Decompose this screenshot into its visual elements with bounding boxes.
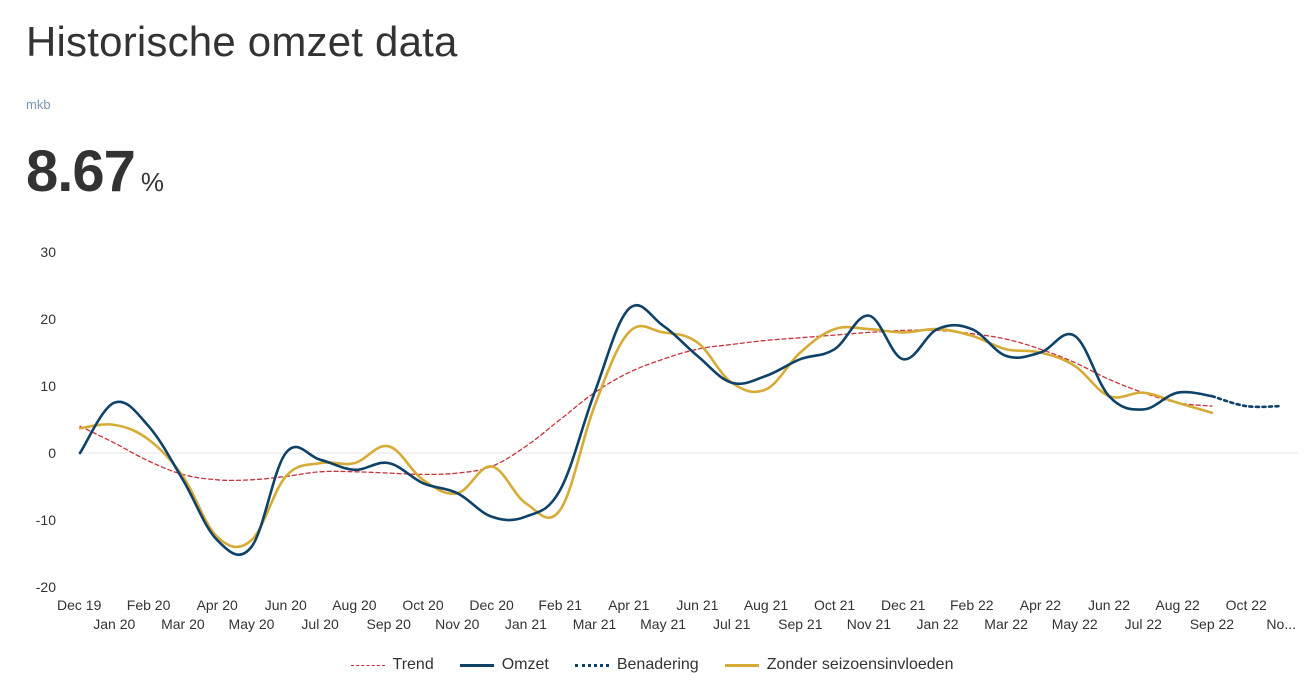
y-tick-label: 30 [40,244,56,260]
x-tick-label: Dec 20 [469,597,514,613]
x-tick-label: Nov 21 [847,616,892,632]
x-tick-label: Jan 21 [505,616,547,632]
chart-subtitle: mkb [26,97,51,112]
legend-item-benadering[interactable]: Benadering [574,656,699,674]
page-title: Historische omzet data [26,18,458,65]
x-tick-label: Sep 22 [1190,616,1235,632]
axis-layer: -20 -10 0 10 20 30 Dec 19 Jan 20 Feb 20 Mar 20 Apr… [36,244,1296,632]
legend-swatch-trend [350,664,385,666]
legend-label-omzet: Omzet [501,656,549,673]
x-tick-label: Dec 21 [881,597,926,613]
x-tick-label: Jul 22 [1125,616,1163,632]
x-tick-label: Aug 22 [1155,597,1200,613]
x-tick-label: Jul 21 [713,616,751,632]
line-chart: -20 -10 0 10 20 30 Dec 19 Jan 20 Feb 20 Mar 20 Apr… [36,244,1298,632]
x-tick-label: Jan 22 [916,616,958,632]
x-tick-label: Aug 20 [332,597,377,613]
x-tick-label: Mar 22 [984,616,1028,632]
legend-label-benadering: Benadering [616,656,699,673]
x-tick-label: Dec 19 [57,597,102,613]
kpi-block: 8.67 % [26,138,164,205]
chart-legend: Trend Omzet Benadering Zonder seizoensin… [0,656,1304,674]
x-tick-label: Jun 22 [1088,597,1130,613]
y-tick-label: 20 [40,311,56,327]
kpi-unit: % [140,167,165,197]
x-tick-label: May 22 [1052,616,1098,632]
x-tick-label: Jun 21 [676,597,718,613]
x-tick-label: Oct 20 [402,597,443,613]
x-tick-label: Apr 22 [1020,597,1061,613]
x-tick-label: Oct 21 [814,597,855,613]
y-tick-label: 10 [40,378,56,394]
x-tick-label: No... [1266,616,1296,632]
x-tick-label: May 21 [640,616,686,632]
legend-item-omzet[interactable]: Omzet [459,656,549,674]
x-tick-label: Feb 22 [950,597,994,613]
y-tick-label: -10 [36,512,56,528]
series-layer [78,303,1282,557]
x-tick-label: Feb 21 [538,597,582,613]
series-line-zonder-seizoensinvloeden[interactable] [78,324,1214,549]
x-tick-label: Nov 20 [435,616,480,632]
kpi-value: 8.67 [26,139,136,204]
x-tick-label: Jul 20 [301,616,339,632]
legend-label-trend: Trend [392,656,434,673]
series-line-omzet[interactable] [78,303,1214,557]
x-tick-label: Jan 20 [93,616,135,632]
y-tick-label: 0 [48,445,56,461]
y-tick-label: -20 [36,579,56,595]
x-tick-label: Feb 20 [127,597,171,613]
x-tick-label: Aug 21 [744,597,789,613]
series-line-benadering[interactable] [1210,394,1282,409]
legend-swatch-omzet [459,663,494,667]
x-tick-label: Apr 21 [608,597,649,613]
legend-swatch-zonder-seizoensinvloeden [724,663,759,667]
x-tick-label: Jun 20 [265,597,307,613]
x-tick-label: May 20 [229,616,275,632]
legend-swatch-benadering [574,663,609,667]
x-tick-label: Sep 20 [367,616,412,632]
x-tick-label: Oct 22 [1226,597,1267,613]
series-line-trend[interactable] [79,329,1213,482]
x-tick-label: Mar 20 [161,616,205,632]
legend-label-zonder-seizoensinvloeden: Zonder seizoensinvloeden [766,656,954,673]
x-tick-label: Mar 21 [573,616,617,632]
x-tick-label: Apr 20 [197,597,238,613]
legend-item-zonder-seizoensinvloeden[interactable]: Zonder seizoensinvloeden [724,656,954,674]
x-tick-label: Sep 21 [778,616,823,632]
legend-item-trend[interactable]: Trend [350,656,434,674]
